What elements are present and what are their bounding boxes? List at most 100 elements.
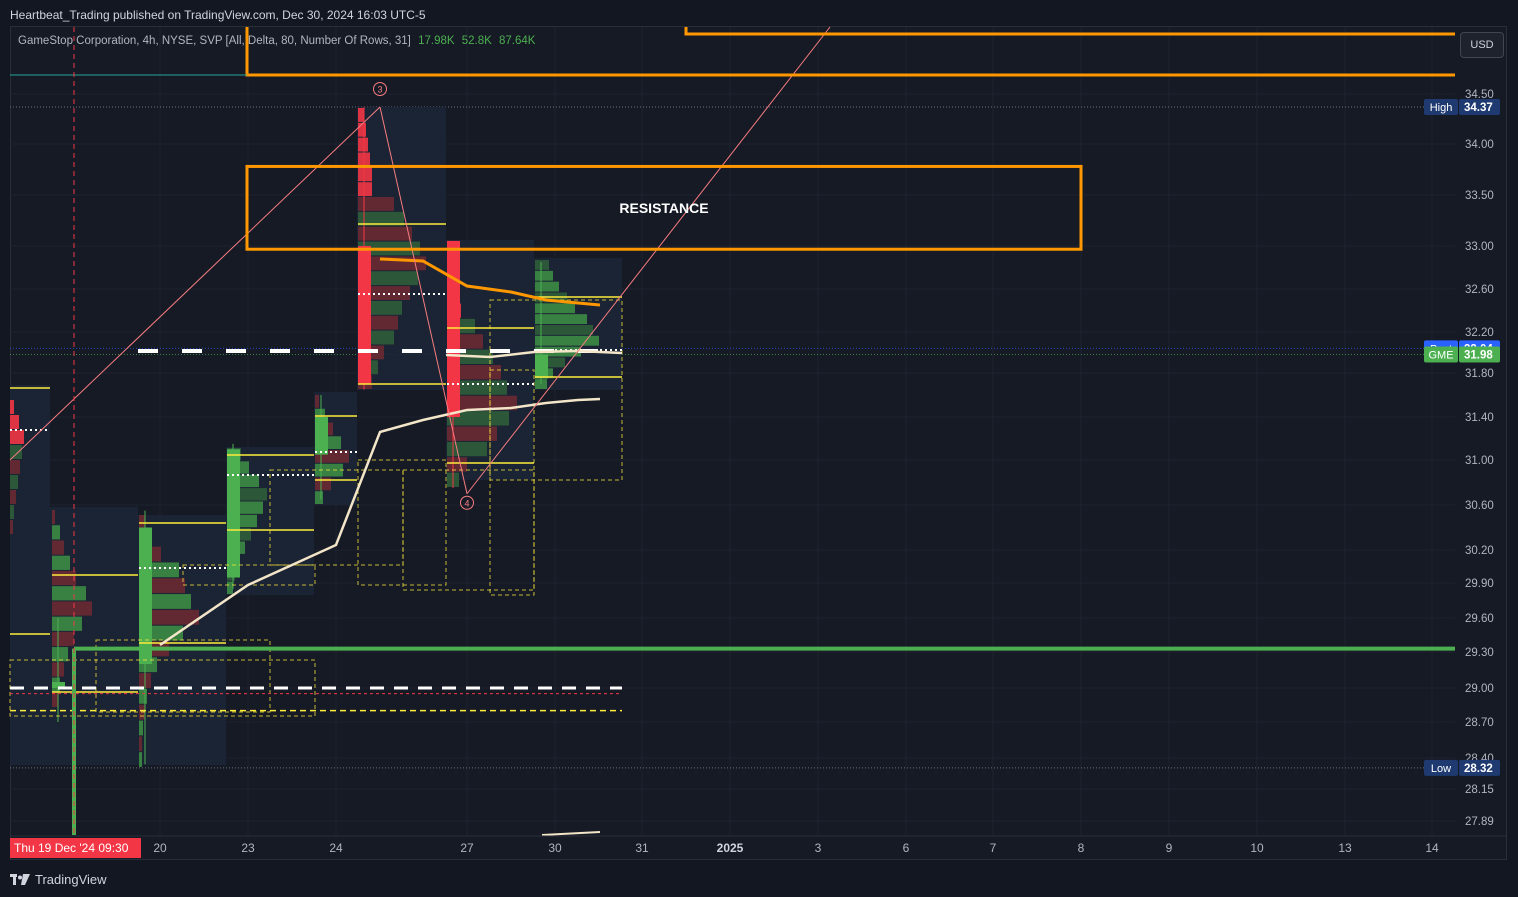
profile-row	[52, 647, 68, 662]
price-tick-18: 27.89	[1465, 816, 1494, 828]
profile-row	[10, 460, 20, 474]
profile-row	[447, 411, 509, 426]
profile-row	[447, 457, 467, 472]
profile-row	[535, 281, 559, 292]
price-tag-value-bg-low	[1459, 759, 1500, 776]
profile-row	[10, 400, 14, 414]
dashed-box-1	[95, 639, 271, 713]
profile-row	[10, 415, 19, 429]
volume-profile-0	[10, 400, 24, 534]
price-tick-6: 31.80	[1465, 368, 1494, 380]
profile-row	[10, 505, 14, 519]
price-tick-10: 30.20	[1465, 545, 1494, 557]
trendline-3	[466, 26, 831, 495]
profile-row	[139, 609, 199, 625]
time-tick-23: 23	[241, 841, 255, 855]
profile-row	[52, 555, 70, 570]
publish-caption: Heartbeat_Trading published on TradingVi…	[10, 8, 426, 22]
price-tag-value-gme: 31.98	[1464, 350, 1493, 362]
legend-value-2: 52.8K	[461, 35, 492, 47]
moving-average-orange	[379, 257, 601, 307]
profile-row	[52, 616, 82, 631]
volume-profile-1	[52, 510, 92, 707]
price-tick-0: 34.50	[1465, 89, 1494, 101]
price-tick-8: 31.00	[1465, 455, 1494, 467]
profile-row	[10, 445, 22, 459]
profile-row	[52, 586, 86, 601]
candle-body-0	[52, 682, 65, 688]
profile-row	[358, 122, 366, 137]
time-tick-27: 27	[460, 841, 474, 855]
time-tick-13: 13	[1338, 841, 1352, 855]
price-tag-name-low: Low	[1431, 763, 1451, 775]
wave-label-circle-1	[460, 495, 474, 510]
time-tick-24: 24	[329, 841, 343, 855]
profile-row	[358, 108, 364, 122]
profile-row	[315, 395, 319, 408]
legend-value-3: 87.64K	[499, 35, 536, 47]
profile-row	[535, 270, 553, 281]
candle-body-3	[315, 417, 328, 455]
price-tick-17: 28.15	[1465, 784, 1494, 796]
indicator-legend[interactable]: GameStop Corporation, 4h, NYSE, SVP [All…	[18, 35, 535, 47]
wave-label-3: 3	[377, 85, 382, 95]
profile-row	[535, 325, 593, 335]
profile-row	[358, 182, 372, 197]
time-tick-30: 30	[548, 841, 562, 855]
time-tick-31: 31	[635, 841, 649, 855]
profile-row	[139, 736, 142, 752]
price-tick-15: 28.70	[1465, 717, 1494, 729]
dashed-box-4	[357, 459, 447, 586]
price-tick-1: 34.00	[1465, 139, 1494, 151]
crosshair-time-label-bg	[10, 838, 141, 858]
profile-row	[535, 379, 547, 389]
grid-lines	[10, 27, 1455, 835]
tradingview-logo-icon	[10, 873, 30, 885]
profile-row	[52, 525, 60, 540]
price-tag-value-bg-gme	[1459, 346, 1500, 363]
profile-row	[447, 395, 517, 411]
price-tick-4: 32.60	[1465, 284, 1494, 296]
time-tick-7: 7	[990, 841, 997, 855]
profile-row	[52, 601, 92, 616]
price-tag-value-low: 28.32	[1464, 763, 1493, 775]
dashed-box-6	[489, 369, 535, 596]
candle-body-6	[535, 354, 548, 379]
price-tick-5: 32.20	[1465, 327, 1494, 339]
price-tag-gme	[1424, 346, 1458, 363]
time-tick-8: 8	[1078, 841, 1085, 855]
candle-body-4	[358, 246, 371, 384]
footer: TradingView	[10, 872, 107, 887]
profile-row	[10, 475, 18, 489]
profile-row	[358, 211, 404, 226]
currency-button[interactable]: USD	[1460, 32, 1504, 58]
profile-row	[535, 260, 549, 270]
footer-brand: TradingView	[35, 872, 107, 887]
resistance-label: RESISTANCE	[619, 200, 708, 216]
time-tick-6: 6	[903, 841, 910, 855]
profile-row	[535, 335, 599, 346]
time-tick-14: 14	[1425, 841, 1439, 855]
time-tick-3: 3	[815, 841, 822, 855]
legend-indicator-text: GameStop Corporation, 4h, NYSE, SVP [All…	[18, 35, 411, 47]
price-tick-12: 29.60	[1465, 613, 1494, 625]
price-tag-high	[1424, 99, 1458, 115]
profile-row	[358, 137, 368, 152]
profile-row	[447, 426, 497, 441]
profile-row	[358, 271, 418, 286]
price-tick-14: 29.00	[1465, 683, 1494, 695]
profile-row	[535, 314, 587, 324]
wave-label-4: 4	[464, 498, 469, 508]
resistance-zone	[245, 164, 1083, 251]
profile-row	[10, 490, 16, 504]
price-tick-11: 29.90	[1465, 578, 1494, 590]
moving-average-cream-short	[445, 349, 623, 359]
price-tag-value-high: 34.37	[1464, 102, 1493, 114]
profile-row	[139, 720, 143, 736]
candle-body-1	[139, 527, 152, 664]
profile-row	[52, 631, 74, 647]
price-tag-name-high: High	[1430, 102, 1453, 114]
trendline-2	[379, 106, 468, 494]
profile-row	[358, 226, 412, 241]
